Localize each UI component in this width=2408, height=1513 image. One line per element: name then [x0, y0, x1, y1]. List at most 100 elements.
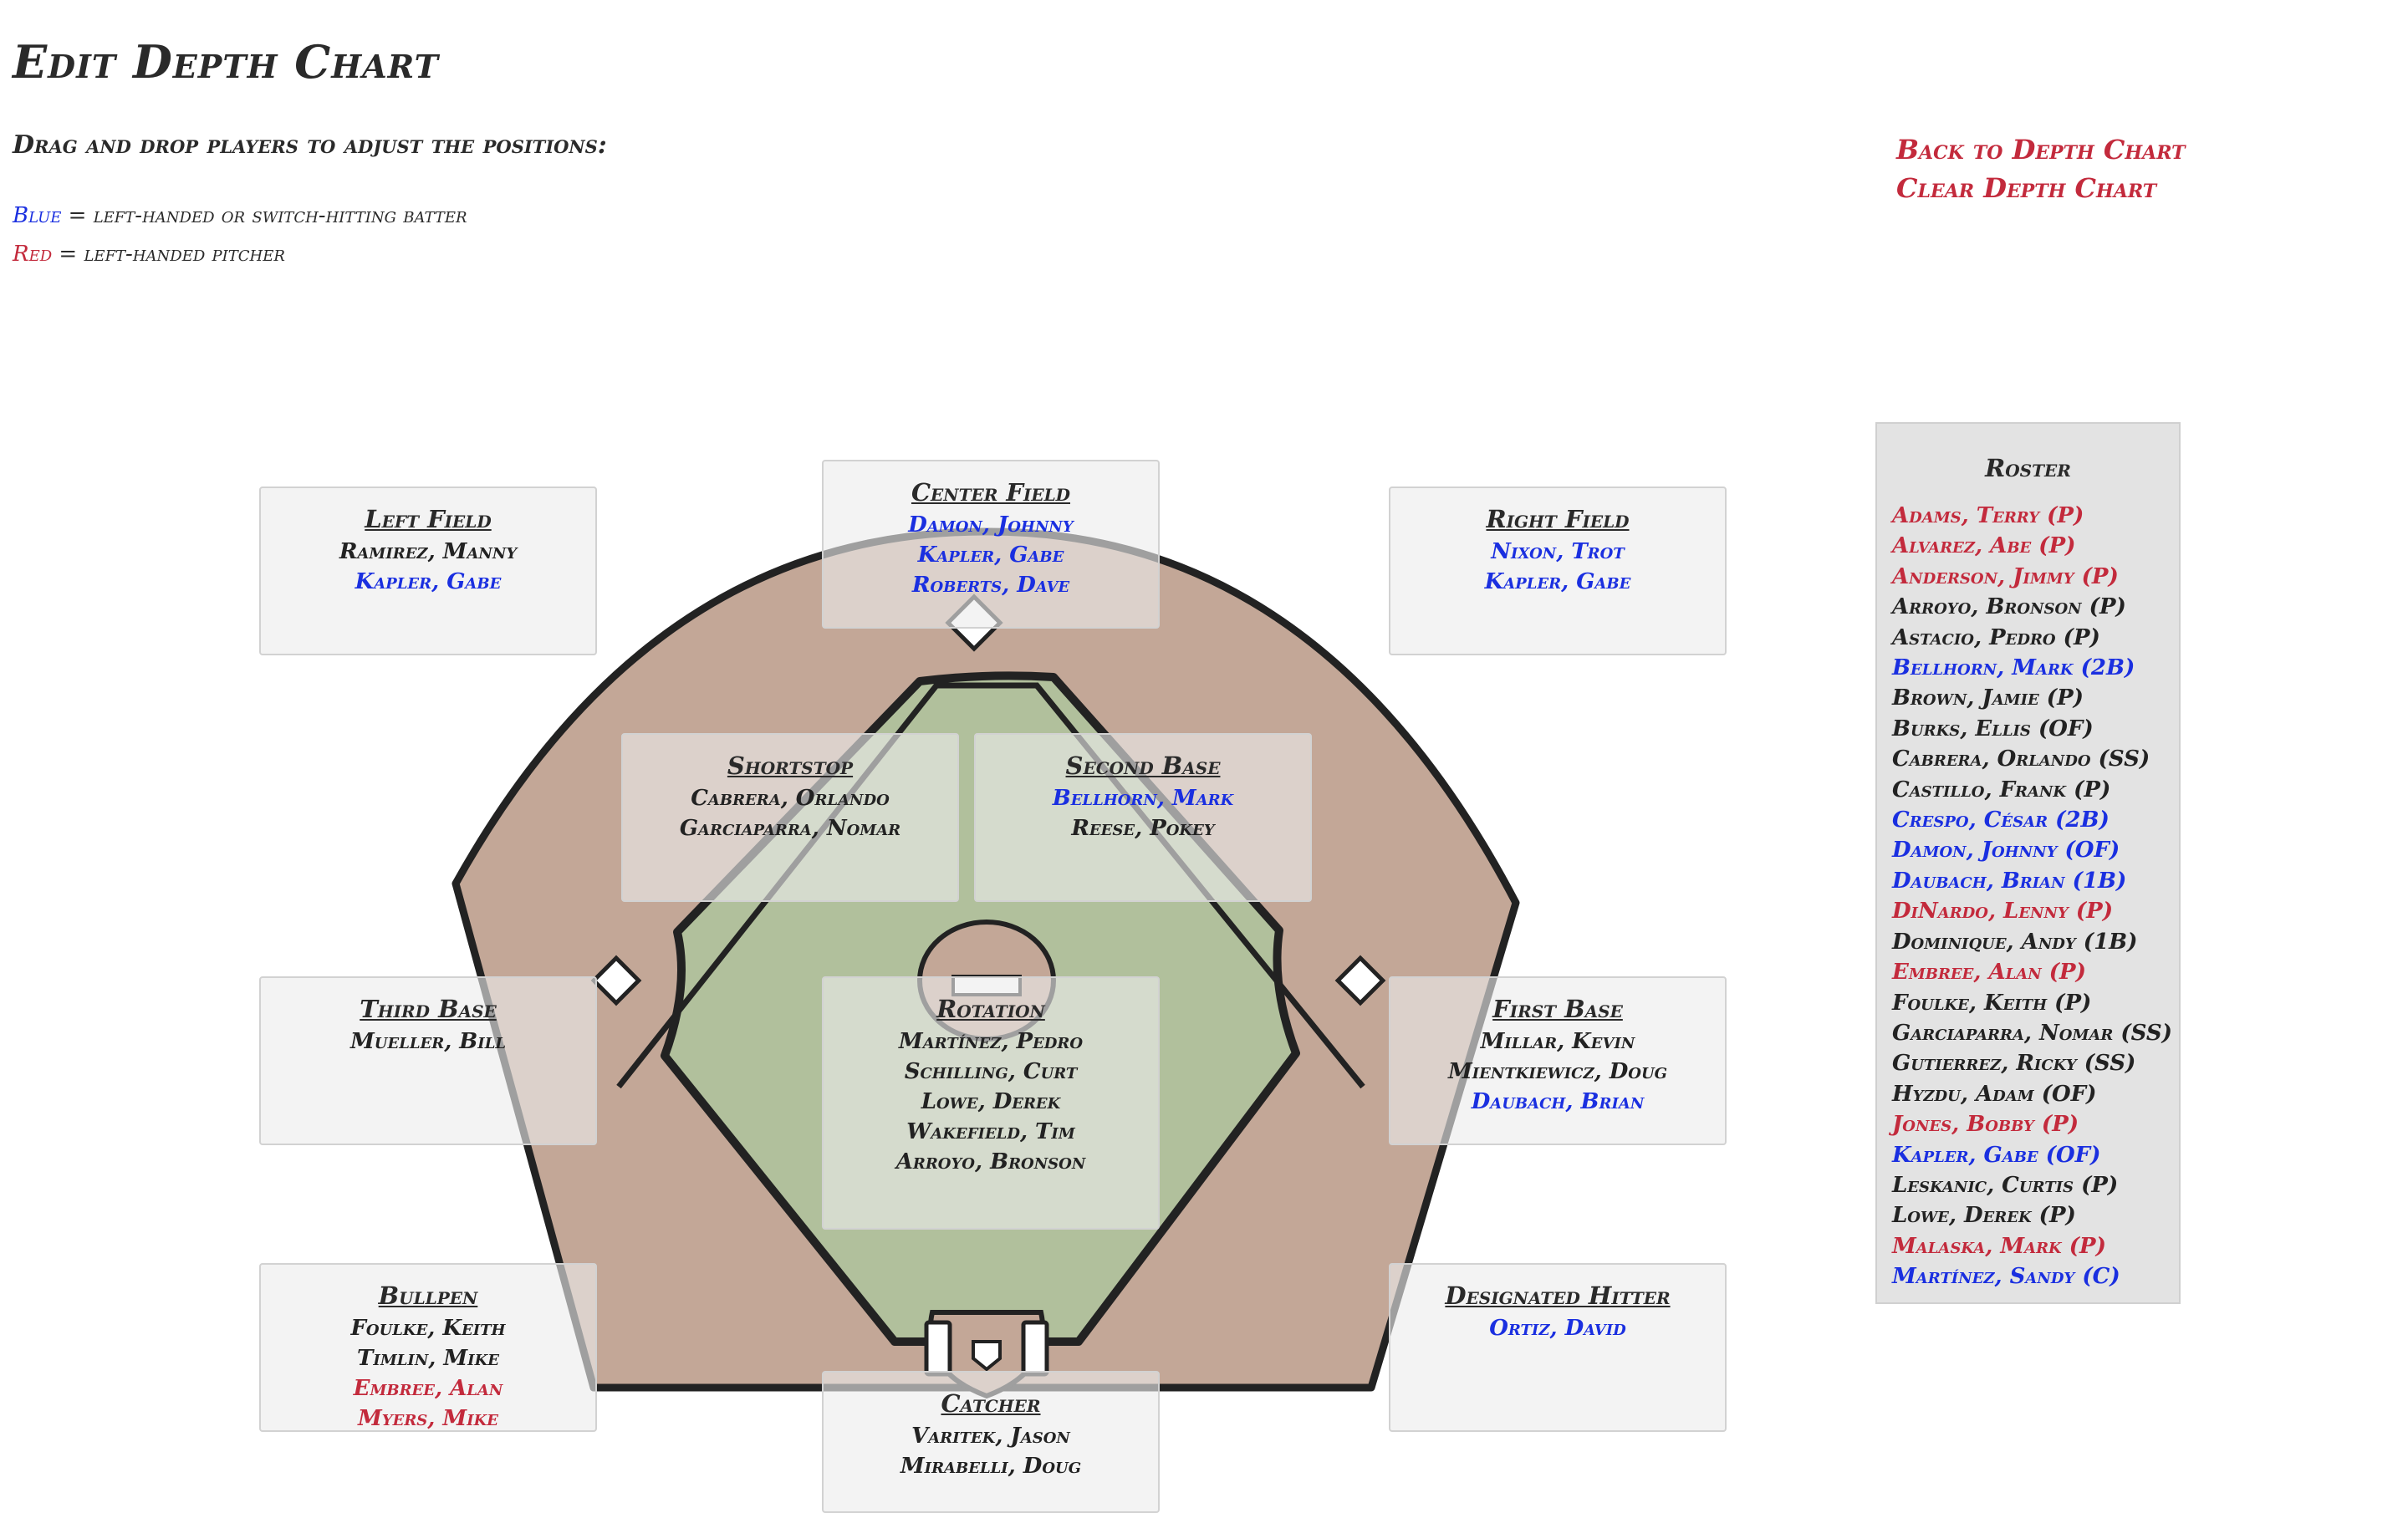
player-item[interactable]: Daubach, Brian — [1390, 1087, 1725, 1117]
roster-player-item[interactable]: Brown, Jamie (P) — [1892, 683, 2179, 713]
player-item[interactable]: Lowe, Derek — [824, 1087, 1158, 1117]
center-field-player-list: Damon, Johnny Kapler, Gabe Roberts, Dave — [824, 510, 1158, 600]
right-field-title: Right Field — [1390, 505, 1725, 533]
roster-player-item[interactable]: Malaska, Mark (P) — [1892, 1231, 2179, 1261]
player-item[interactable]: Cabrera, Orlando — [623, 783, 957, 813]
roster-player-item[interactable]: Crespo, César (2B) — [1892, 805, 2179, 835]
first-base-box[interactable]: First Base Millar, Kevin Mientkiewicz, Dou… — [1389, 976, 1727, 1145]
third-base-box[interactable]: Third Base Mueller, Bill — [259, 976, 597, 1145]
shortstop-box[interactable]: Shortstop Cabrera, Orlando Garciaparra, No… — [621, 733, 959, 902]
roster-player-item[interactable]: DiNardo, Lenny (P) — [1892, 896, 2179, 926]
player-item[interactable]: Roberts, Dave — [824, 570, 1158, 600]
back-to-depth-chart-link[interactable]: Back to Depth Chart — [1896, 134, 2186, 166]
player-item[interactable]: Kapler, Gabe — [824, 540, 1158, 570]
player-item[interactable]: Embree, Alan — [261, 1373, 595, 1403]
roster-player-item[interactable]: Garciaparra, Nomar (SS) — [1892, 1018, 2179, 1048]
player-item[interactable]: Reese, Pokey — [976, 813, 1310, 843]
right-field-box[interactable]: Right Field Nixon, Trot Kapler, Gabe — [1389, 487, 1727, 655]
designated-hitter-player-list: Ortiz, David — [1390, 1313, 1725, 1343]
roster-player-item[interactable]: Burks, Ellis (OF) — [1892, 714, 2179, 744]
player-item[interactable]: Bellhorn, Mark — [976, 783, 1310, 813]
player-item[interactable]: Garciaparra, Nomar — [623, 813, 957, 843]
catcher-box[interactable]: Catcher Varitek, Jason Mirabelli, Doug — [822, 1371, 1160, 1513]
roster-player-item[interactable]: Damon, Johnny (OF) — [1892, 835, 2179, 865]
instructions-text: Drag and drop players to adjust the posi… — [13, 130, 607, 160]
legend-red-text: = left-handed pitcher — [52, 242, 285, 267]
roster-player-item[interactable]: Castillo, Frank (P) — [1892, 775, 2179, 805]
rotation-title: Rotation — [824, 995, 1158, 1023]
second-base-player-list: Bellhorn, Mark Reese, Pokey — [976, 783, 1310, 843]
bullpen-box[interactable]: Bullpen Foulke, Keith Timlin, Mike Embree, … — [259, 1263, 597, 1432]
left-field-box[interactable]: Left Field Ramirez, Manny Kapler, Gabe — [259, 487, 597, 655]
left-field-title: Left Field — [261, 505, 595, 533]
third-base-title: Third Base — [261, 995, 595, 1023]
player-item[interactable]: Nixon, Trot — [1390, 537, 1725, 567]
page-title: Edit Depth Chart — [13, 35, 439, 89]
roster-player-item[interactable]: Jones, Bobby (P) — [1892, 1109, 2179, 1139]
player-item[interactable]: Arroyo, Bronson — [824, 1147, 1158, 1177]
roster-player-item[interactable]: Martínez, Sandy (C) — [1892, 1261, 2179, 1291]
roster-panel: Roster Adams, Terry (P) Alvarez, Abe (P) A… — [1875, 422, 2181, 1304]
player-item[interactable]: Ortiz, David — [1390, 1313, 1725, 1343]
player-item[interactable]: Kapler, Gabe — [1390, 567, 1725, 597]
legend-red-word: Red — [13, 242, 52, 267]
legend-red: Red = left-handed pitcher — [13, 242, 285, 267]
roster-player-item[interactable]: Dominique, Andy (1B) — [1892, 927, 2179, 957]
center-field-box[interactable]: Center Field Damon, Johnny Kapler, Gabe Rob… — [822, 460, 1160, 629]
roster-player-item[interactable]: Embree, Alan (P) — [1892, 957, 2179, 987]
roster-player-item[interactable]: Gutierrez, Ricky (SS) — [1892, 1048, 2179, 1078]
roster-player-item[interactable]: Foulke, Keith (P) — [1892, 988, 2179, 1018]
player-item[interactable]: Mientkiewicz, Doug — [1390, 1057, 1725, 1087]
roster-player-item[interactable]: Leskanic, Curtis (P) — [1892, 1170, 2179, 1200]
roster-player-item[interactable]: Bellhorn, Mark (2B) — [1892, 653, 2179, 683]
designated-hitter-title: Designated Hitter — [1390, 1281, 1725, 1310]
player-item[interactable]: Damon, Johnny — [824, 510, 1158, 540]
player-item[interactable]: Timlin, Mike — [261, 1343, 595, 1373]
first-base-title: First Base — [1390, 995, 1725, 1023]
bullpen-player-list: Foulke, Keith Timlin, Mike Embree, Alan Mye… — [261, 1313, 595, 1434]
roster-player-item[interactable]: Daubach, Brian (1B) — [1892, 866, 2179, 896]
player-item[interactable]: Mirabelli, Doug — [824, 1451, 1158, 1481]
left-batters-box — [926, 1322, 950, 1374]
catcher-player-list: Varitek, Jason Mirabelli, Doug — [824, 1421, 1158, 1481]
roster-player-item[interactable]: Alvarez, Abe (P) — [1892, 531, 2179, 561]
catcher-title: Catcher — [824, 1389, 1158, 1418]
right-field-player-list: Nixon, Trot Kapler, Gabe — [1390, 537, 1725, 597]
player-item[interactable]: Ramirez, Manny — [261, 537, 595, 567]
player-item[interactable]: Foulke, Keith — [261, 1313, 595, 1343]
player-item[interactable]: Mueller, Bill — [261, 1026, 595, 1057]
roster-player-item[interactable]: Lowe, Derek (P) — [1892, 1200, 2179, 1230]
roster-player-item[interactable]: Hyzdu, Adam (OF) — [1892, 1079, 2179, 1109]
right-batters-box — [1023, 1322, 1047, 1374]
center-field-title: Center Field — [824, 478, 1158, 507]
roster-player-item[interactable]: Kapler, Gabe (OF) — [1892, 1140, 2179, 1170]
roster-player-item[interactable]: Anderson, Jimmy (P) — [1892, 562, 2179, 592]
shortstop-player-list: Cabrera, Orlando Garciaparra, Nomar — [623, 783, 957, 843]
third-base-player-list: Mueller, Bill — [261, 1026, 595, 1057]
player-item[interactable]: Millar, Kevin — [1390, 1026, 1725, 1057]
roster-player-item[interactable]: Adams, Terry (P) — [1892, 501, 2179, 531]
player-item[interactable]: Schilling, Curt — [824, 1057, 1158, 1087]
left-field-player-list: Ramirez, Manny Kapler, Gabe — [261, 537, 595, 597]
player-item[interactable]: Wakefield, Tim — [824, 1117, 1158, 1147]
player-item[interactable]: Kapler, Gabe — [261, 567, 595, 597]
legend-blue: Blue = left-handed or switch-hitting bat… — [13, 203, 467, 228]
roster-list: Adams, Terry (P) Alvarez, Abe (P) Anderson… — [1892, 501, 2179, 1292]
baseball-field-diagram — [452, 518, 1522, 1404]
first-base-player-list: Millar, Kevin Mientkiewicz, Doug Daubach, … — [1390, 1026, 1725, 1117]
clear-depth-chart-link[interactable]: Clear Depth Chart — [1896, 172, 2156, 204]
rotation-box[interactable]: Rotation Martínez, Pedro Schilling, Curt Lo… — [822, 976, 1160, 1230]
legend-blue-word: Blue — [13, 203, 61, 228]
second-base-title: Second Base — [976, 751, 1310, 780]
roster-player-item[interactable]: Arroyo, Bronson (P) — [1892, 592, 2179, 622]
player-item[interactable]: Myers, Mike — [261, 1403, 595, 1434]
rotation-player-list: Martínez, Pedro Schilling, Curt Lowe, Dere… — [824, 1026, 1158, 1177]
player-item[interactable]: Martínez, Pedro — [824, 1026, 1158, 1057]
second-base-box[interactable]: Second Base Bellhorn, Mark Reese, Pokey — [974, 733, 1312, 902]
legend-blue-text: = left-handed or switch-hitting batter — [61, 203, 467, 228]
player-item[interactable]: Varitek, Jason — [824, 1421, 1158, 1451]
roster-player-item[interactable]: Astacio, Pedro (P) — [1892, 623, 2179, 653]
designated-hitter-box[interactable]: Designated Hitter Ortiz, David — [1389, 1263, 1727, 1432]
shortstop-title: Shortstop — [623, 751, 957, 780]
roster-player-item[interactable]: Cabrera, Orlando (SS) — [1892, 744, 2179, 774]
